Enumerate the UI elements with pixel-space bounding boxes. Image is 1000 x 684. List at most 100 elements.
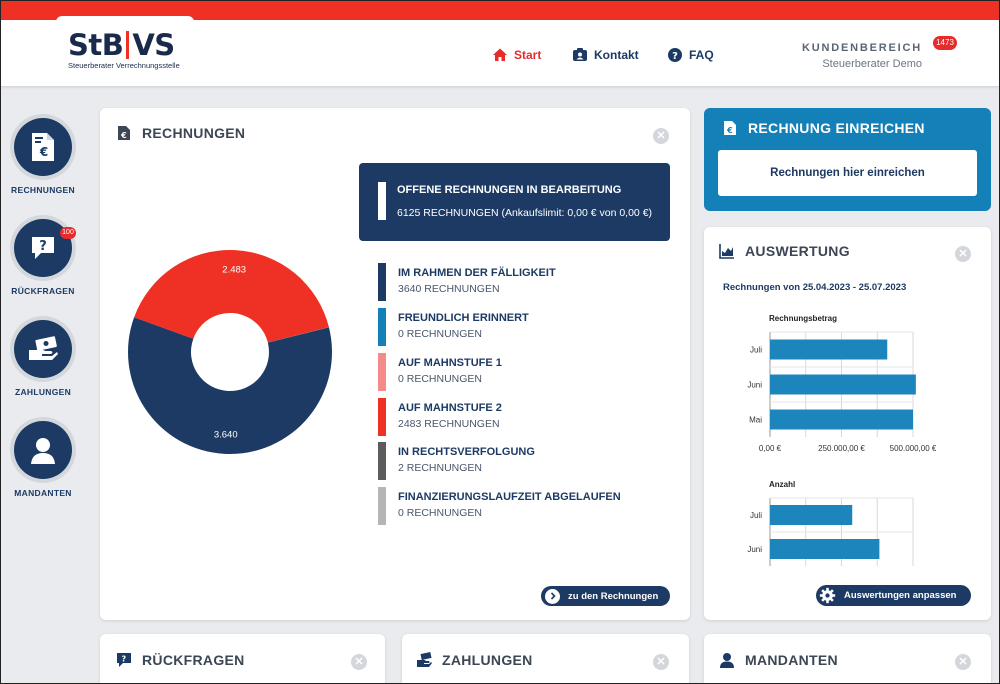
zu-den-rechnungen-button[interactable]: zu den Rechnungen <box>541 586 670 606</box>
offene-rechnungen-panel[interactable]: OFFENE RECHNUNGEN IN BEARBEITUNG 6125 RE… <box>359 163 670 241</box>
category-tick-label: Mai <box>749 416 762 425</box>
chevron-right-icon <box>545 588 560 604</box>
status-value: 0 RECHNUNGEN <box>398 373 483 385</box>
sidebar-item-rechnungen[interactable]: € RECHNUNGEN <box>8 114 78 195</box>
value-tick-label: 0,00 € <box>759 444 782 453</box>
rueckfragen-title-text: RÜCKFRAGEN <box>142 652 245 668</box>
question-bubble-icon: ? <box>117 653 131 667</box>
nav-faq[interactable]: ? FAQ <box>667 47 714 63</box>
status-title: FREUNDLICH ERINNERT <box>398 312 529 324</box>
auswertungen-anpassen-label: Auswertungen anpassen <box>844 590 957 601</box>
mandanten-card <box>704 634 991 684</box>
donut-slice[interactable] <box>128 317 332 454</box>
status-color-bar <box>378 308 386 346</box>
logo-main-left: StB <box>68 28 124 62</box>
sidebar-item-label: MANDANTEN <box>14 488 72 498</box>
category-tick-label: Juli <box>750 346 762 355</box>
status-title: FINANZIERUNGSLAUFZEIT ABGELAUFEN <box>398 491 621 503</box>
donut-data-label: 2.483 <box>222 265 246 276</box>
einreichen-title: € RECHNUNG EINREICHEN <box>722 120 925 136</box>
donut-slice[interactable] <box>134 250 329 343</box>
home-icon <box>493 48 507 61</box>
status-value: 0 RECHNUNGEN <box>398 507 483 519</box>
status-value: 2483 RECHNUNGEN <box>398 418 500 430</box>
bar[interactable] <box>770 409 913 430</box>
svg-text:?: ? <box>122 655 127 664</box>
rechnungen-card-title: € RECHNUNGEN <box>116 125 245 141</box>
anzahl-chart-title: Anzahl <box>769 480 796 489</box>
kundenbereich-user: Steuerberater Demo <box>822 58 922 70</box>
offen-summary: 6125 RECHNUNGEN (Ankaufslimit: 0,00 € vo… <box>397 207 653 219</box>
value-tick-label: 500.000,00 € <box>890 444 937 453</box>
sidebar-item-rueckfragen[interactable]: ? 100 RÜCKFRAGEN <box>8 215 78 296</box>
logo-tab <box>56 16 194 86</box>
user-icon <box>720 653 734 668</box>
sidebar-item-mandanten[interactable]: MANDANTEN <box>8 417 78 498</box>
svg-text:?: ? <box>672 51 678 62</box>
einreichen-title-text: RECHNUNG EINREICHEN <box>748 120 925 136</box>
logo-main-right: VS <box>132 28 175 62</box>
sidebar-item-zahlungen[interactable]: ZAHLUNGEN <box>8 316 78 397</box>
chart-area-icon <box>719 244 734 259</box>
mandanten-close-button[interactable]: ✕ <box>955 654 971 670</box>
nav-start[interactable]: Start <box>492 47 541 63</box>
contact-card-icon <box>573 48 587 61</box>
nav-kontakt-label: Kontakt <box>594 48 639 62</box>
question-circle-icon: ? <box>668 48 682 62</box>
status-title: AUF MAHNSTUFE 1 <box>398 357 502 369</box>
donut-data-label: 3.640 <box>214 429 238 440</box>
offen-marker <box>378 182 386 220</box>
offen-title: OFFENE RECHNUNGEN IN BEARBEITUNG <box>397 184 622 196</box>
mandanten-card-title: MANDANTEN <box>719 652 838 668</box>
top-accent-bar <box>0 0 1000 20</box>
invoice-euro-icon: € <box>118 126 130 140</box>
zahlungen-card-title: ZAHLUNGEN <box>416 652 533 668</box>
betrag-chart-title: Rechnungsbetrag <box>769 314 838 323</box>
zahlungen-card <box>402 634 689 684</box>
status-color-bar <box>378 398 386 436</box>
auswertungen-anpassen-button[interactable]: Auswertungen anpassen <box>816 585 971 606</box>
rueckfragen-badge: 100 <box>60 227 76 239</box>
status-color-bar <box>378 442 386 480</box>
auswertung-close-button[interactable]: ✕ <box>955 246 971 262</box>
zahlungen-title-text: ZAHLUNGEN <box>442 652 533 668</box>
money-hand-icon <box>29 336 58 360</box>
bar[interactable] <box>770 539 880 559</box>
status-title: AUF MAHNSTUFE 2 <box>398 402 502 414</box>
bar[interactable] <box>770 339 888 360</box>
nav-kontakt[interactable]: Kontakt <box>572 47 639 63</box>
invoice-euro-icon: € <box>32 133 54 161</box>
value-tick-label: 250.000,00 € <box>818 444 865 453</box>
status-value: 0 RECHNUNGEN <box>398 328 483 340</box>
category-tick-label: Juni <box>747 381 762 390</box>
status-title: IN RECHTSVERFOLGUNG <box>398 446 535 458</box>
donut-slice[interactable] <box>267 327 329 343</box>
status-color-bar <box>378 487 386 525</box>
kundenbereich[interactable]: KUNDENBEREICH Steuerberater Demo <box>802 42 922 70</box>
anzahl-bar-chart: Juli Juni <box>747 497 914 566</box>
mandanten-title-text: MANDANTEN <box>745 652 838 668</box>
logo-subtitle: Steuerberater Verrechnungsstelle <box>68 61 180 70</box>
status-value: 2 RECHNUNGEN <box>398 462 483 474</box>
rechnungen-einreichen-button[interactable]: Rechnungen hier einreichen <box>718 150 977 196</box>
svg-text:€: € <box>726 126 733 135</box>
rechnungen-title-text: RECHNUNGEN <box>142 125 246 141</box>
status-color-bar <box>378 353 386 391</box>
kundenbereich-title: KUNDENBEREICH <box>802 42 922 54</box>
rueckfragen-close-button[interactable]: ✕ <box>351 654 367 670</box>
rechnungen-close-button[interactable]: ✕ <box>653 128 669 144</box>
status-value: 3640 RECHNUNGEN <box>398 283 500 295</box>
sidebar-item-label: RÜCKFRAGEN <box>11 286 75 296</box>
auswertung-card-title: AUSWERTUNG <box>719 243 850 259</box>
sidebar-item-label: ZAHLUNGEN <box>14 387 72 397</box>
logo[interactable]: StB VS Steuerberater Verrechnungsstelle <box>68 30 180 70</box>
zahlungen-close-button[interactable]: ✕ <box>653 654 669 670</box>
bar[interactable] <box>770 505 853 525</box>
bar[interactable] <box>770 374 916 395</box>
notification-badge[interactable]: 1473 <box>933 36 957 50</box>
rueckfragen-card-title: ? RÜCKFRAGEN <box>116 652 245 668</box>
user-icon <box>31 438 55 464</box>
gear-icon <box>819 587 836 604</box>
rechnungsbetrag-bar-chart: Juli Juni Mai 0,00 € 250.000,00 € 500.000,00 … <box>747 331 937 453</box>
nav-start-label: Start <box>514 48 542 62</box>
